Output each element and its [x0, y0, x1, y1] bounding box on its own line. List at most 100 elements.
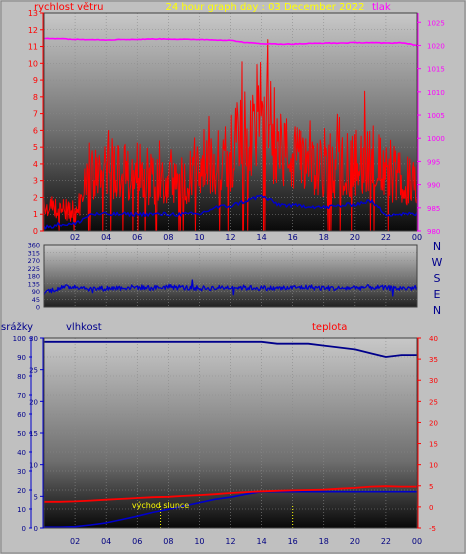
humidity-y-tick-label: 0	[34, 525, 38, 533]
wind-y-tick-label: 0	[33, 227, 38, 236]
wind-panel-border	[43, 12, 418, 232]
pressure-y-tick-label: 1000	[427, 135, 445, 143]
rain-y-tick-label: 100	[13, 335, 26, 343]
wind-y-tick-label: 13	[28, 9, 38, 18]
temperature-axis: -5 0 5 10 15 20 25 30 35 40	[417, 335, 438, 533]
pressure-y-tick-label: 980	[427, 228, 440, 236]
temperature-y-tick-label: 30	[429, 377, 438, 385]
bottom-time-axis: 02 04 06 08 10 12 14 16 18 20 22 00	[70, 537, 422, 546]
wind-axis-label: rychlost větru	[34, 1, 104, 13]
wind-y-tick-label: 6	[33, 126, 38, 135]
direction-panel-border	[43, 244, 418, 308]
wind-y-tick-label: 7	[33, 110, 38, 119]
pressure-axis-label: tlak	[372, 2, 391, 13]
rain-y-tick-label: 70	[17, 392, 26, 400]
wind-x-tick-label: 02	[70, 233, 80, 242]
direction-y-tick-label: 360	[28, 242, 40, 250]
pressure-y-tick-label: 995	[427, 158, 440, 166]
rain-y-tick-label: 20	[17, 487, 26, 495]
humidity-axis-label: vlhkost	[66, 322, 102, 333]
pressure-y-tick-label: 1015	[427, 66, 445, 74]
wind-x-tick-label: 04	[101, 233, 111, 242]
wind-average-line	[43, 194, 418, 230]
temperature-axis-label: teplota	[312, 322, 347, 333]
humidity-y-tick-label: 25	[29, 367, 38, 375]
wind-panel-series	[43, 37, 418, 232]
wind-direction-line	[43, 279, 418, 297]
humidity-y-tick-label: 15	[29, 430, 38, 438]
wind-y-tick-label: 8	[33, 93, 38, 102]
pressure-y-tick-label: 990	[427, 182, 440, 190]
compass-label-n-top: N	[433, 240, 441, 253]
wind-x-tick-label: 22	[381, 233, 391, 242]
rain-axis: 0 10 20 30 40 50 60 70 80 90 100	[13, 335, 32, 533]
wind-y-tick-label: 10	[28, 59, 38, 68]
rain-humidity-temperature-panel: 0 10 20 30 40 50 60 70 80 90 100 0 5 10 15 20 25 30 -5 0 5…	[13, 335, 438, 546]
wind-y-tick-label: 5	[33, 143, 38, 152]
wind-y-tick-label: 12	[28, 26, 38, 35]
sunrise-label: východ slunce	[132, 501, 189, 510]
direction-y-tick-label: 180	[28, 273, 40, 281]
wind-panel-plot-area	[44, 13, 417, 231]
rain-y-tick-label: 80	[17, 373, 26, 381]
wind-y-tick-label: 2	[33, 193, 38, 202]
rain-y-tick-label: 10	[17, 506, 26, 514]
wind-x-tick-label: 18	[319, 233, 329, 242]
compass-labels: N W S E N	[432, 240, 443, 317]
bottom-x-tick-label: 18	[319, 537, 329, 546]
temperature-y-tick-label: 0	[429, 504, 433, 512]
wind-x-tick-label: 06	[132, 233, 142, 242]
direction-y-tick-label: 270	[28, 257, 40, 265]
bottom-x-tick-label: 06	[132, 537, 142, 546]
pressure-line	[44, 37, 418, 47]
bottom-x-tick-label: 10	[194, 537, 204, 546]
rain-y-tick-label: 40	[17, 449, 26, 457]
wind-x-tick-label: 14	[256, 233, 266, 242]
wind-y-tick-label: 3	[33, 177, 38, 186]
bottom-x-tick-label: 00	[412, 537, 422, 546]
bottom-x-tick-label: 04	[101, 537, 111, 546]
wind-x-tick-label: 00	[412, 233, 422, 242]
rain-y-tick-label: 90	[17, 354, 26, 362]
wind-x-tick-label: 10	[194, 233, 204, 242]
pressure-axis: 980 985 990 995 1000 1005 1010 1015 1020 1025	[417, 13, 445, 236]
rain-y-tick-label: 50	[17, 430, 26, 438]
pressure-y-tick-label: 1020	[427, 42, 445, 50]
rain-y-tick-label: 60	[17, 411, 26, 419]
compass-label-n-bottom: N	[433, 304, 441, 317]
wind-y-tick-label: 11	[28, 43, 38, 52]
temperature-y-tick-label: 5	[429, 483, 433, 491]
pressure-y-tick-label: 1010	[427, 89, 445, 97]
direction-y-tick-label: 135	[28, 280, 40, 288]
bottom-x-tick-label: 20	[350, 537, 360, 546]
humidity-axis: 0 5 10 15 20 25 30	[29, 335, 44, 533]
temperature-y-tick-label: 15	[429, 441, 438, 449]
wind-x-tick-label: 12	[225, 233, 235, 242]
temperature-y-tick-label: 40	[429, 335, 438, 343]
rain-y-tick-label: 0	[22, 525, 26, 533]
dew-point-line	[44, 490, 417, 529]
temperature-y-tick-label: 35	[429, 356, 438, 364]
temperature-y-tick-label: 25	[429, 398, 438, 406]
pressure-y-tick-label: 1025	[427, 19, 445, 27]
rain-axis-label: srážky	[1, 321, 33, 333]
temperature-line	[44, 485, 417, 503]
temperature-y-tick-label: -5	[429, 525, 436, 533]
bottom-panel-series	[44, 340, 417, 529]
bottom-x-tick-label: 22	[381, 537, 391, 546]
compass-label-w: W	[432, 256, 443, 269]
bottom-x-tick-label: 02	[70, 537, 80, 546]
humidity-y-tick-label: 5	[34, 493, 38, 501]
wind-x-tick-label: 20	[350, 233, 360, 242]
compass-label-e: E	[434, 288, 441, 301]
humidity-y-tick-label: 30	[29, 335, 38, 343]
direction-panel-series	[43, 279, 418, 297]
bottom-x-tick-label: 12	[225, 537, 235, 546]
wind-x-tick-label: 16	[288, 233, 298, 242]
